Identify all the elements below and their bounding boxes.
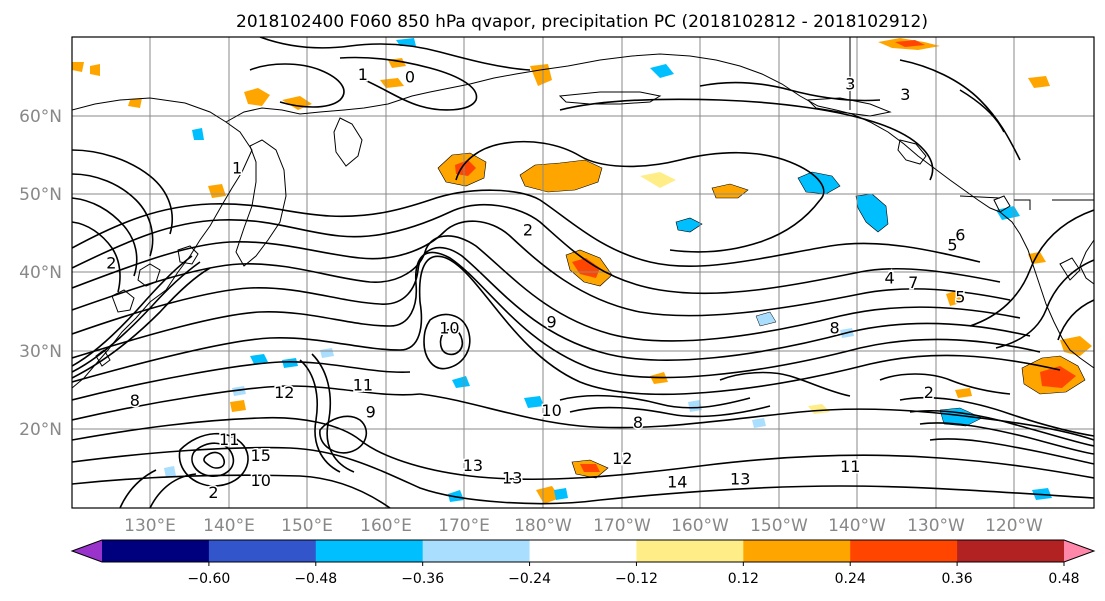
precip-negative-blobs [164, 38, 1052, 502]
lat-label: 60°N [19, 107, 62, 127]
contour-label: 8 [633, 413, 643, 432]
lon-label: 160°E [360, 516, 412, 536]
lon-label: 180°W [514, 516, 572, 536]
contour-label: 11 [353, 375, 373, 394]
colorbar-tick-label: −0.60 [187, 571, 230, 587]
colorbar-segment [957, 540, 1065, 562]
contour-label: 10 [251, 471, 271, 490]
colorbar-tick-label: 0.36 [942, 571, 973, 587]
contour-label: 5 [947, 236, 957, 255]
lon-label: 150°E [281, 516, 333, 536]
colorbar-extend-high [1064, 540, 1094, 562]
lat-axis: 60°N 50°N 40°N 30°N 20°N [19, 107, 62, 440]
contour-label: 2 [924, 383, 934, 402]
contour-label: 2 [523, 221, 533, 240]
contour-label: 10 [439, 319, 459, 338]
contour-label: 14 [667, 473, 687, 492]
contour-label: 12 [612, 449, 632, 468]
colorbar-segment [743, 540, 851, 562]
contour-label: 12 [274, 383, 294, 402]
contour-label: 9 [366, 403, 376, 422]
colorbar-segment [529, 540, 637, 562]
precip-positive-blobs [72, 38, 1092, 504]
contour-label: 3 [900, 85, 910, 104]
contour-label: 8 [130, 391, 140, 410]
lon-label: 140°E [203, 516, 255, 536]
coastlines [72, 37, 1094, 389]
lon-label: 150°W [750, 516, 808, 536]
lon-label: 170°E [438, 516, 490, 536]
contour-label: 11 [219, 430, 239, 449]
graticule [72, 37, 1094, 508]
lon-label: 160°W [671, 516, 729, 536]
colorbar-tick-label: −0.12 [615, 571, 658, 587]
contour-label: 1 [358, 65, 368, 84]
colorbar-extend-low [72, 540, 102, 562]
qvapor-contours [72, 37, 1094, 508]
colorbar-tick-label: 0.24 [835, 571, 866, 587]
contour-label: 4 [885, 269, 895, 288]
contour-label: 2 [106, 254, 116, 273]
colorbar [70, 539, 1096, 563]
colorbar-tick-label: −0.48 [294, 571, 337, 587]
lat-label: 20°N [19, 420, 62, 440]
colorbar-tick-label: −0.36 [401, 571, 444, 587]
lat-label: 30°N [19, 342, 62, 362]
colorbar-segment [208, 540, 317, 562]
colorbar-segment [102, 540, 210, 562]
contour-label: 5 [955, 287, 965, 306]
contour-label: 8 [830, 319, 840, 338]
contour-label: 1 [232, 159, 242, 178]
map-frame [71, 36, 1095, 509]
lon-label: 120°W [985, 516, 1043, 536]
lon-label: 170°W [593, 516, 651, 536]
contour-label: 10 [541, 401, 561, 420]
contour-label: 2 [208, 483, 218, 502]
contour-label: 9 [547, 312, 557, 331]
contour-label: 13 [730, 469, 750, 488]
lat-label: 50°N [19, 185, 62, 205]
colorbar-ticks: −0.60 −0.48 −0.36 −0.24 −0.12 0.12 0.24 0.36 0.4… [187, 562, 1080, 587]
colorbar-segment [422, 540, 531, 562]
lon-label: 130°W [907, 516, 965, 536]
precip-shading [72, 38, 1092, 504]
contour-label: 11 [840, 457, 860, 476]
colorbar-segment [315, 540, 424, 562]
colorbar-outline [70, 539, 1096, 563]
colorbar-tick-label: 0.12 [728, 571, 759, 587]
contour-label: 3 [845, 75, 855, 94]
lat-label: 40°N [19, 263, 62, 283]
contour-label: 0 [405, 68, 415, 87]
contour-label: 13 [463, 456, 483, 475]
lon-label: 140°W [828, 516, 886, 536]
contour-label: 7 [908, 273, 918, 292]
colorbar-tick-label: −0.24 [508, 571, 551, 587]
colorbar-tick-label: 0.48 [1048, 571, 1079, 587]
contour-label: 13 [502, 469, 522, 488]
lon-label: 130°E [124, 516, 176, 536]
colorbar-segment [636, 540, 744, 562]
contour-label: 15 [251, 446, 271, 465]
lon-axis: 130°E 140°E 150°E 160°E 170°E 180°W 170°… [124, 516, 1043, 536]
colorbar-segment [850, 540, 958, 562]
plot-title: 2018102400 F060 850 hPa qvapor, precipit… [236, 12, 928, 32]
contour-label: 6 [955, 225, 965, 244]
